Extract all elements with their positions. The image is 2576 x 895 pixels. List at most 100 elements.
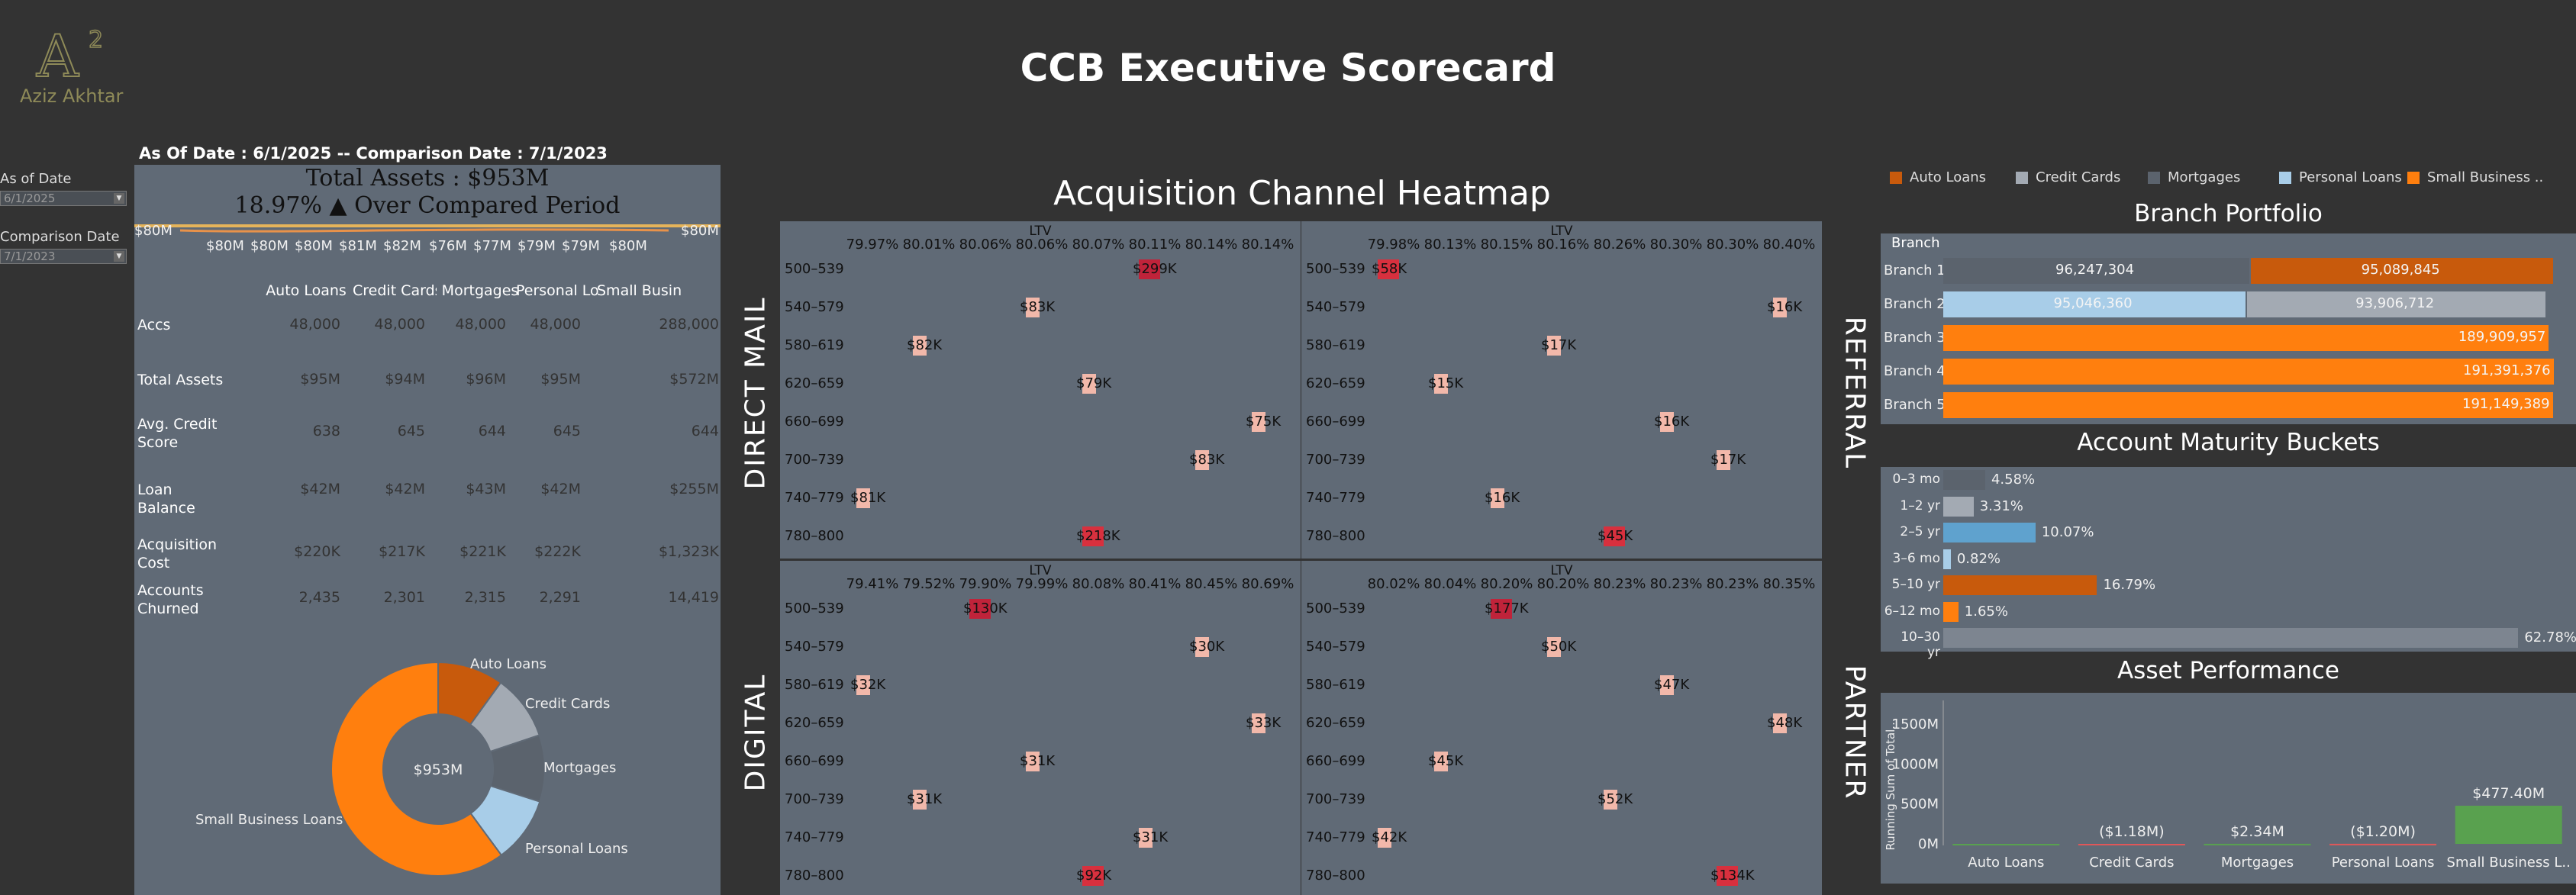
heatmap-cell[interactable] xyxy=(1660,675,1674,695)
heatmap-cell[interactable] xyxy=(1547,637,1561,657)
credit-band-label: 580–619 xyxy=(1306,337,1365,353)
branch-portfolio-panel: Branch Branch 1 96,247,304 95,089,845 Branc… xyxy=(1881,233,2576,424)
maturity-bucket-label: 3–6 mo xyxy=(1892,550,1941,566)
comparison-date-select[interactable]: 7/1/2023 ▼ xyxy=(0,249,127,264)
heatmap-cell[interactable] xyxy=(1082,526,1104,546)
heatmap-cell[interactable] xyxy=(1139,259,1160,279)
table-cell: $42M xyxy=(385,481,425,497)
y-tick-label: 1000M xyxy=(1892,756,1939,772)
table-cell: $43M xyxy=(466,481,506,497)
heatmap-cell[interactable] xyxy=(1378,259,1399,279)
maturity-bar[interactable] xyxy=(1943,470,1985,490)
legend-item[interactable]: Credit Cards xyxy=(2016,169,2120,185)
maturity-bar[interactable] xyxy=(1943,601,1959,622)
heatmap-cell[interactable] xyxy=(1604,526,1625,546)
branch-portfolio-title: Branch Portfolio xyxy=(2134,200,2323,227)
as-of-date-select[interactable]: 6/1/2025 ▼ xyxy=(0,191,127,206)
ltv-column-label: 80.35% xyxy=(1762,576,1816,592)
asset-performance-bar[interactable] xyxy=(1952,844,2060,845)
legend-label: Auto Loans xyxy=(1910,169,1987,185)
heatmap-cell[interactable] xyxy=(1434,752,1448,771)
heatmap-cell[interactable] xyxy=(1082,374,1096,394)
table-column-header: Personal Lo.. xyxy=(516,282,600,299)
ltv-column-label: 80.06% xyxy=(1015,237,1069,253)
asset-performance-bar[interactable] xyxy=(2455,806,2562,845)
heatmap-cell[interactable] xyxy=(1660,412,1674,432)
heatmap-cell[interactable] xyxy=(1252,713,1265,733)
heatmap-cell-value: $16K xyxy=(1485,490,1520,506)
table-cell: $222K xyxy=(534,543,581,560)
branch-bar-value: 95,089,845 xyxy=(2361,262,2440,278)
product-table: Auto Loans Credit Cards Mortgages Personal … xyxy=(134,282,721,786)
heatmap-cell[interactable] xyxy=(969,599,991,619)
table-cell: 645 xyxy=(397,423,425,439)
legend-item[interactable]: Auto Loans xyxy=(1890,169,1986,185)
branch-label: Branch 2 xyxy=(1884,296,1946,312)
heatmap-cell[interactable] xyxy=(1195,450,1209,470)
heatmap-cell[interactable] xyxy=(1026,752,1040,771)
maturity-bar[interactable] xyxy=(1943,575,2097,595)
heatmap-cell[interactable] xyxy=(1717,450,1730,470)
branch-bar-segment[interactable] xyxy=(1943,291,2246,317)
comparison-date-label: Comparison Date xyxy=(0,229,120,245)
legend-item[interactable]: Small Business .. xyxy=(2407,169,2543,185)
heatmap-cell-value: $31K xyxy=(1020,753,1056,769)
table-column-header: Auto Loans xyxy=(266,282,347,299)
heatmap-cell[interactable] xyxy=(1547,336,1561,356)
heatmap-cell[interactable] xyxy=(1378,828,1391,848)
ltv-column-label: 80.14% xyxy=(1185,237,1238,253)
heatmap-cell[interactable] xyxy=(1491,599,1512,619)
channel-label: PARTNER xyxy=(1839,665,1871,800)
heatmap-cell[interactable] xyxy=(1252,412,1265,432)
branch-bar-segment[interactable] xyxy=(1943,325,2549,351)
maturity-bar[interactable] xyxy=(1943,523,2036,542)
branch-bar-segment[interactable] xyxy=(2251,258,2554,284)
asset-performance-bar[interactable] xyxy=(2329,843,2437,845)
table-cell: 48,000 xyxy=(455,316,506,333)
total-assets-text: Total Assets : $953M xyxy=(305,165,550,192)
branch-bar-segment[interactable] xyxy=(1943,258,2250,284)
heatmap-cell[interactable] xyxy=(856,488,870,508)
heatmap-cell[interactable] xyxy=(1773,298,1787,317)
legend-item[interactable]: Personal Loans xyxy=(2279,169,2402,185)
credit-band-label: 700–739 xyxy=(1306,452,1365,468)
x-tick-label: Personal Loans xyxy=(2332,855,2435,871)
heatmap-cell[interactable] xyxy=(856,675,870,695)
branch-bar-segment[interactable] xyxy=(2247,291,2546,317)
sparkline-label: $80M xyxy=(250,238,289,254)
heatmap-cell[interactable] xyxy=(1434,374,1448,394)
heatmap-cell[interactable] xyxy=(1195,637,1209,657)
legend-item[interactable]: Mortgages xyxy=(2148,169,2240,185)
donut-slice-label: Auto Loans xyxy=(470,656,546,672)
table-cell: 2,435 xyxy=(298,589,340,606)
asset-performance-bar[interactable] xyxy=(2078,844,2185,845)
heatmap-cell[interactable] xyxy=(1604,790,1617,810)
maturity-bar[interactable] xyxy=(1943,549,1951,569)
heatmap-cell-value: $218K xyxy=(1076,528,1120,544)
bar-value-label: ($1.20M) xyxy=(2350,823,2416,840)
heatmap-cell[interactable] xyxy=(1082,866,1104,886)
credit-band-label: 540–579 xyxy=(1306,639,1365,655)
maturity-bar[interactable] xyxy=(1943,496,1974,517)
branch-bar-segment[interactable] xyxy=(1943,392,2553,418)
sparkline-label: $76M xyxy=(429,238,467,254)
maturity-bar[interactable] xyxy=(1943,628,2519,648)
heatmap-cell[interactable] xyxy=(913,790,927,810)
heatmap-cell[interactable] xyxy=(913,336,927,356)
branch-bar-segment[interactable] xyxy=(1943,359,2554,385)
summary-panel: Total Assets : $953M 18.97% ▲ Over Compa… xyxy=(134,165,721,895)
product-donut-chart: Auto Loans Credit Cards Mortgages Personal … xyxy=(195,656,628,877)
heatmap-cell[interactable] xyxy=(1717,866,1738,886)
date-banner: As Of Date : 6/1/2025 -- Comparison Date… xyxy=(139,144,608,163)
sparkline-label: $77M xyxy=(473,238,511,254)
donut-slice[interactable] xyxy=(330,661,503,877)
legend-swatch xyxy=(2016,172,2028,184)
heatmap-cell[interactable] xyxy=(1139,828,1153,848)
heatmap-cell-value: $45K xyxy=(1428,753,1464,769)
heatmap-cell[interactable] xyxy=(1491,488,1504,508)
asset-performance-bar[interactable] xyxy=(2204,843,2311,845)
heatmap-cell[interactable] xyxy=(1026,298,1040,317)
heatmap-cell[interactable] xyxy=(1773,713,1787,733)
acquisition-heatmap: LTV 79.97% 80.01% 80.06% 80.06% 80.07% 80.11% 8… xyxy=(733,221,1871,895)
donut-hole xyxy=(384,715,492,823)
